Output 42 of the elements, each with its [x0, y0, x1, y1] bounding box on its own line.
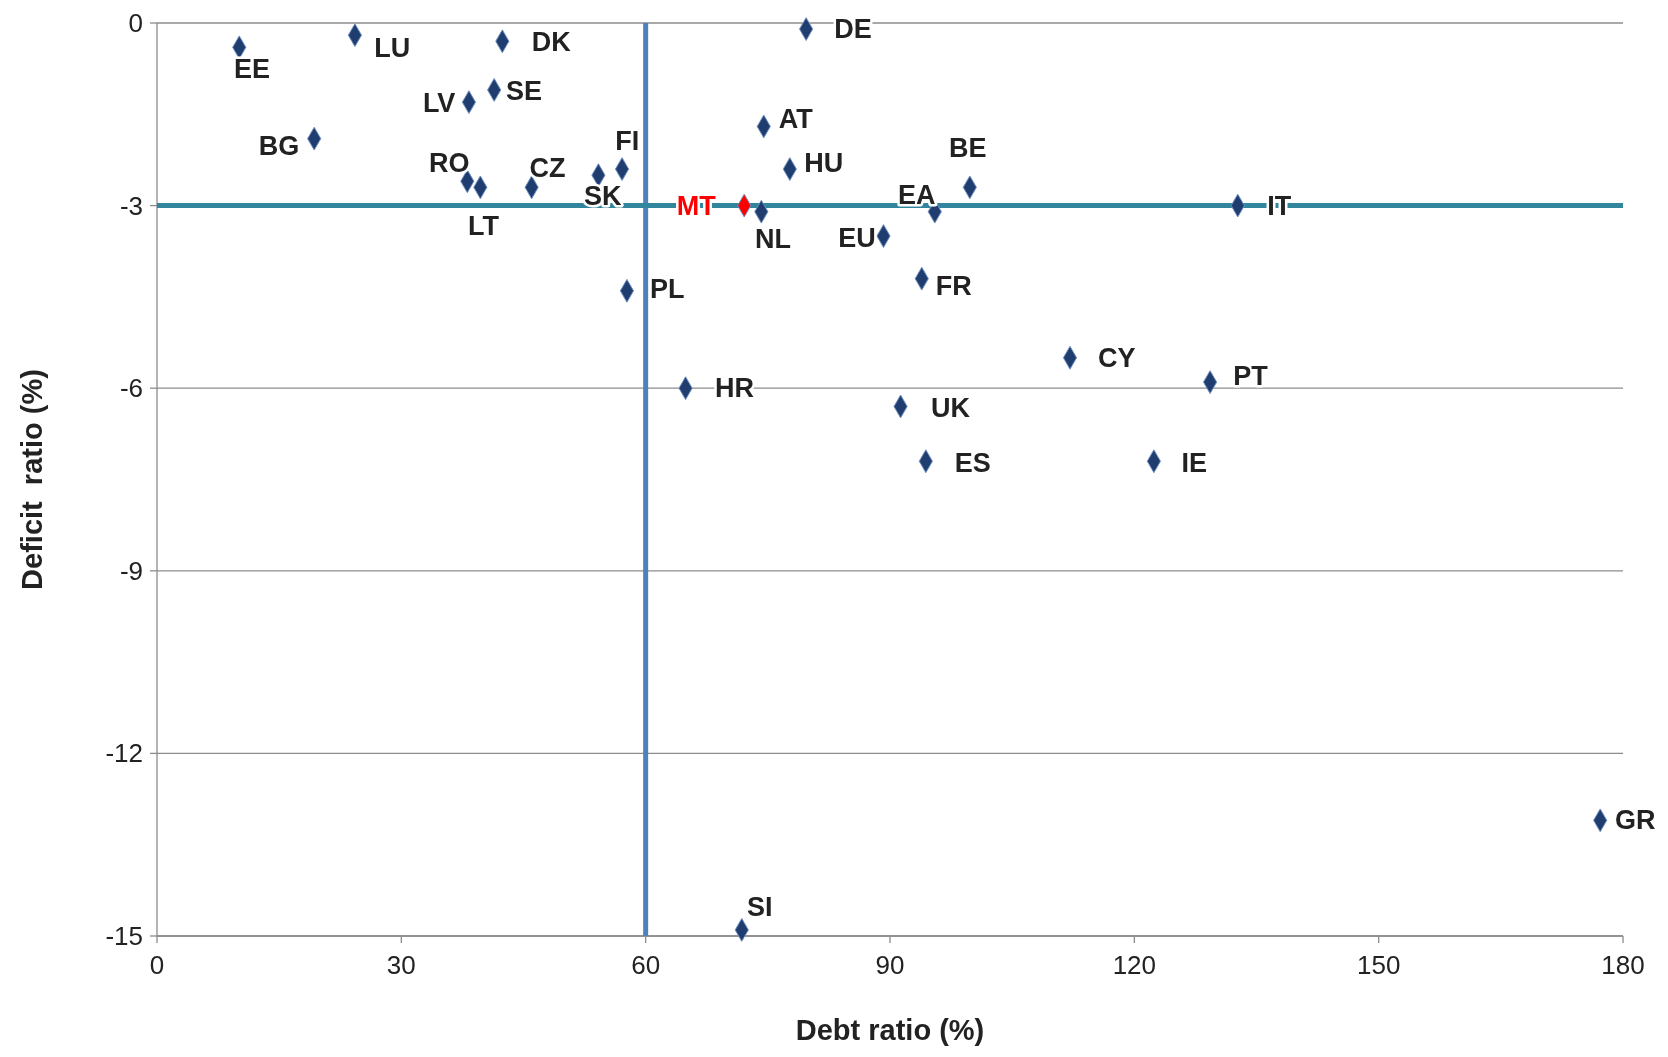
y-axis-title: Deficit ratio (%) [16, 369, 48, 590]
x-tick-label: 90 [875, 950, 905, 980]
x-tick-label: 150 [1356, 950, 1401, 980]
annotation: SE [505, 76, 542, 107]
annotation: CZ [529, 153, 566, 184]
y-tick-label: -6 [119, 373, 143, 404]
annotation: BG [258, 131, 300, 162]
y-tick-label: -9 [119, 555, 143, 586]
annotation: BE [948, 132, 987, 163]
y-tick-label: -12 [105, 738, 143, 769]
annotation: GR [1615, 805, 1656, 836]
y-tick-label: 0 [128, 8, 143, 38]
annotation: RO [428, 148, 470, 179]
annotation: CY [1098, 342, 1136, 373]
annotation: DK [531, 27, 572, 58]
y-tick-label: -3 [119, 190, 143, 221]
annotation: AT [778, 104, 814, 135]
x-tick-label: 120 [1112, 950, 1157, 980]
annotation: IE [1181, 448, 1208, 479]
annotation: SI [747, 891, 773, 922]
x-tick-label: 30 [386, 950, 416, 980]
annotation: EE [234, 53, 271, 84]
annotation: LT [468, 210, 500, 241]
annotation: ES [954, 448, 991, 479]
annotation: HR [715, 373, 755, 404]
annotation: PL [650, 273, 685, 304]
annotation: HU [804, 147, 844, 178]
x-tick-label: 0 [149, 950, 165, 980]
x-tick-label: 60 [631, 950, 661, 980]
x-axis-title: Debt ratio (%) [795, 1014, 985, 1046]
annotation: UK [931, 392, 971, 423]
annotation: LV [422, 88, 456, 119]
x-tick-label: 180 [1601, 950, 1645, 980]
annotation: EA [897, 179, 936, 210]
annotation: DE [834, 14, 872, 45]
annotation: LU [374, 32, 411, 63]
annotation: FI [615, 126, 640, 157]
annotation: PT [1233, 360, 1269, 391]
annotation: NL [755, 224, 792, 255]
annotation: EU [838, 223, 876, 254]
annotation: FR [935, 271, 972, 302]
y-tick-label: -15 [105, 921, 143, 951]
